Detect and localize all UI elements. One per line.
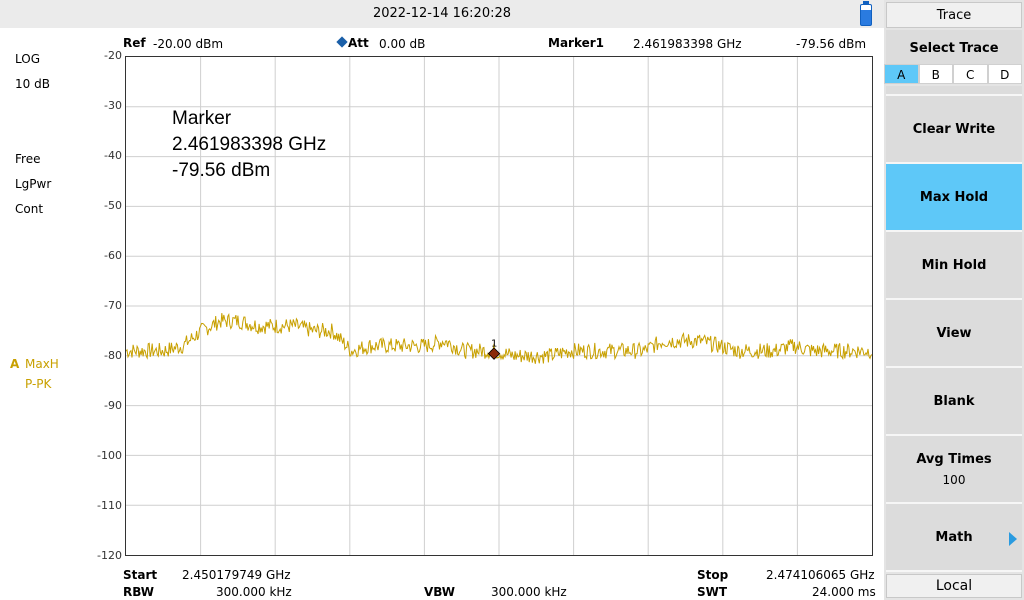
trace-a-line xyxy=(125,313,873,364)
detector-type: LgPwr xyxy=(15,177,52,191)
blank-button[interactable]: Blank xyxy=(886,368,1022,436)
math-label: Math xyxy=(935,529,973,545)
submenu-arrow-icon xyxy=(1009,532,1017,546)
trace-option-c[interactable]: C xyxy=(953,64,988,84)
max-hold-button[interactable]: Max Hold xyxy=(886,164,1022,232)
grid xyxy=(126,57,872,555)
local-button[interactable]: Local xyxy=(886,574,1022,598)
min-hold-label: Min Hold xyxy=(921,257,987,273)
vbw-value[interactable]: 300.000 kHz xyxy=(491,585,567,599)
marker-1-icon[interactable] xyxy=(487,347,501,360)
trace-option-b[interactable]: B xyxy=(918,64,953,84)
y-tick-label: -30 xyxy=(104,99,122,112)
datetime: 2022-12-14 16:20:28 xyxy=(372,6,512,21)
trace-letter: A xyxy=(10,357,20,371)
marker-readout-title: Marker xyxy=(172,108,232,129)
clear-write-button[interactable]: Clear Write xyxy=(886,96,1022,164)
y-tick-label: -20 xyxy=(104,49,122,62)
y-tick-label: -120 xyxy=(97,549,122,562)
marker-readout: Marker 2.461983398 GHz -79.56 dBm xyxy=(172,106,326,184)
ref-value[interactable]: -20.00 dBm xyxy=(153,37,224,51)
diamond-icon xyxy=(336,36,348,48)
min-hold-button[interactable]: Min Hold xyxy=(886,232,1022,300)
y-tick-label: -80 xyxy=(104,349,122,362)
vbw-label: VBW xyxy=(424,585,456,599)
start-frequency[interactable]: 2.450179749 GHz xyxy=(182,568,291,582)
menu-title: Trace xyxy=(886,2,1022,28)
view-button[interactable]: View xyxy=(886,300,1022,368)
marker-label: Marker1 xyxy=(548,36,605,50)
spectrum-plot: 1 xyxy=(125,57,873,555)
stop-frequency[interactable]: 2.474106065 GHz xyxy=(766,568,875,582)
scale-div: 10 dB xyxy=(15,77,50,91)
status-bar xyxy=(0,0,884,28)
y-tick-label: -100 xyxy=(97,449,122,462)
avg-times-value: 100 xyxy=(942,472,966,487)
trace-selector[interactable]: A B C D xyxy=(884,64,1022,84)
ref-label: Ref xyxy=(123,36,146,50)
stop-label: Stop xyxy=(697,568,729,582)
marker-level: -79.56 dBm xyxy=(796,37,867,51)
rbw-value[interactable]: 300.000 kHz xyxy=(216,585,292,599)
swt-value[interactable]: 24.000 ms xyxy=(812,585,876,599)
avg-times-label: Avg Times xyxy=(916,451,992,467)
max-hold-label: Max Hold xyxy=(919,189,989,205)
trace-mode: MaxH xyxy=(25,357,59,371)
y-tick-label: -50 xyxy=(104,199,122,212)
view-label: View xyxy=(936,325,972,341)
run-mode: Cont xyxy=(15,202,44,216)
marker-number: 1 xyxy=(491,339,497,350)
trace-option-a[interactable]: A xyxy=(884,64,919,84)
clear-write-label: Clear Write xyxy=(912,121,996,137)
swt-label: SWT xyxy=(697,585,728,599)
battery-icon xyxy=(860,1,872,26)
math-button[interactable]: Math xyxy=(886,504,1022,572)
y-tick-label: -90 xyxy=(104,399,122,412)
att-value[interactable]: 0.00 dB xyxy=(379,37,426,51)
marker-readout-freq: 2.461983398 GHz xyxy=(172,134,327,155)
rbw-label: RBW xyxy=(123,585,154,599)
marker-readout-level: -79.56 dBm xyxy=(172,160,271,181)
y-tick-label: -70 xyxy=(104,299,122,312)
select-trace-label: Select Trace xyxy=(909,41,999,56)
marker-frequency: 2.461983398 GHz xyxy=(633,37,742,51)
y-tick-label: -60 xyxy=(104,249,122,262)
spectrum-graph[interactable]: 1 xyxy=(125,56,873,556)
sweep-mode: Free xyxy=(15,152,41,166)
blank-label: Blank xyxy=(933,393,975,409)
scale-type: LOG xyxy=(15,52,41,66)
y-tick-label: -110 xyxy=(97,499,122,512)
att-label: Att xyxy=(348,36,369,50)
start-label: Start xyxy=(123,568,158,582)
trace-detector: P-PK xyxy=(25,377,52,391)
trace-option-d[interactable]: D xyxy=(987,64,1022,84)
divider xyxy=(886,86,1022,96)
y-tick-label: -40 xyxy=(104,149,122,162)
avg-times-button[interactable]: Avg Times 100 xyxy=(886,436,1022,504)
select-trace-key[interactable]: Select Trace xyxy=(886,30,1022,64)
